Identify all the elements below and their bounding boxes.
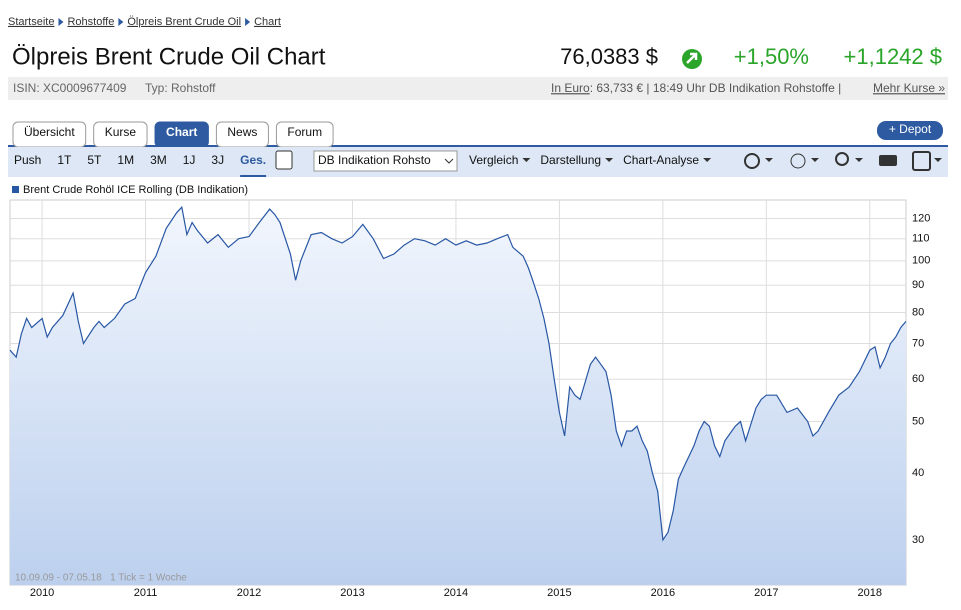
up-arrow (686, 52, 698, 64)
legend-swatch (12, 186, 19, 193)
tab-label[interactable]: Chart (166, 125, 197, 139)
breadcrumb-link[interactable]: Chart (254, 16, 281, 28)
toolbar-items: Push 1T 5T 1M 3M 1J 3J Ges. Vergleich Darstellung… (14, 153, 712, 177)
breadcrumb-arrow (58, 18, 64, 26)
breadcrumb-link[interactable]: Ölpreis Brent Crude Oil (127, 16, 241, 28)
breadcrumb-arrow (245, 18, 251, 26)
legend-label: Brent Crude Rohöl ICE Rolling (DB Indika… (23, 184, 248, 196)
price: 76,0383 $ (560, 44, 658, 69)
y-tick-label: 60 (912, 373, 924, 385)
tab-label[interactable]: Forum (287, 125, 322, 139)
x-tick-label: 2016 (651, 587, 675, 599)
euro-link[interactable]: In Euro (551, 81, 590, 95)
menu[interactable]: Chart-Analyse (623, 153, 699, 167)
x-tick-label: 2011 (134, 587, 158, 599)
menu-arrow (522, 158, 531, 162)
tab-label[interactable]: Kurse (105, 125, 137, 139)
isin: ISIN: XC0009677409 (13, 81, 127, 95)
range-button[interactable]: 3M (150, 153, 167, 167)
type: Typ: Rohstoff (145, 81, 216, 95)
tab-label[interactable]: News (227, 125, 257, 139)
select-arrow (444, 158, 454, 164)
y-tick-label: 30 (912, 534, 924, 546)
y-tick-label: 110 (912, 233, 930, 245)
range-button[interactable]: 1M (117, 153, 134, 167)
menu[interactable]: Vergleich (469, 153, 518, 167)
breadcrumb-link[interactable]: Startseite (8, 16, 54, 28)
tabs: Übersicht Kurse Chart News Forum (12, 121, 334, 148)
range-button[interactable]: Ges. (240, 153, 266, 167)
toolbar-icons (744, 151, 942, 171)
x-tick-label: 2018 (858, 587, 882, 599)
legend-bar (8, 180, 948, 197)
y-tick-label: 100 (912, 255, 930, 267)
change-abs: +1,1242 $ (844, 44, 942, 69)
breadcrumb-link[interactable]: Rohstoffe (67, 16, 114, 28)
x-tick-label: 2015 (547, 587, 571, 599)
depot-button[interactable] (877, 121, 943, 140)
area (10, 207, 906, 585)
menu[interactable]: Darstellung (540, 153, 601, 167)
x-tick-label: 2012 (237, 587, 261, 599)
y-tick-label: 90 (912, 279, 924, 291)
tab-label[interactable]: Übersicht (24, 125, 75, 139)
range-button[interactable]: Push (14, 153, 41, 167)
x-tick-label: 2017 (754, 587, 778, 599)
change-pct: +1,50% (734, 44, 809, 69)
range-button[interactable]: 1T (57, 153, 72, 167)
line (9, 205, 907, 542)
x-tick-label: 2013 (340, 587, 364, 599)
y-tick-label: 50 (912, 415, 924, 427)
y-tick-label: 80 (912, 306, 924, 318)
source-select-label[interactable]: DB Indikation Rohsto (318, 153, 431, 167)
range-button[interactable]: 3J (211, 153, 224, 167)
menu-arrow (605, 158, 614, 162)
y-tick-label: 120 (912, 212, 930, 224)
x-tick-label: 2014 (444, 587, 468, 599)
menu-arrow (703, 158, 712, 162)
y-tick-label: 40 (912, 467, 924, 479)
calendar-icon[interactable] (275, 150, 293, 170)
euro-info: : 63,733 € | 18:49 Uhr DB Indikation Roh… (590, 81, 842, 95)
breadcrumb: Startseite Rohstoffe Ölpreis Brent Crude O… (8, 16, 281, 28)
more-link[interactable]: Mehr Kurse » (873, 81, 945, 95)
range-button[interactable]: 5T (87, 153, 102, 167)
chart: 30 40 50 60 70 80 90 100 110 120 2010 2011 2012 2013 2… (9, 200, 930, 599)
y-tick-label: 70 (912, 337, 924, 349)
depot-label[interactable]: + Depot (889, 122, 932, 136)
range-button[interactable]: 1J (183, 153, 196, 167)
source-select[interactable] (313, 150, 458, 172)
info-bar (8, 77, 948, 100)
x-tick-label: 2010 (30, 587, 54, 599)
page-title: Ölpreis Brent Crude Oil Chart (12, 43, 326, 70)
breadcrumb-arrow (118, 18, 124, 26)
footnote: 10.09.09 - 07.05.18 1 Tick = 1 Woche (15, 573, 187, 584)
